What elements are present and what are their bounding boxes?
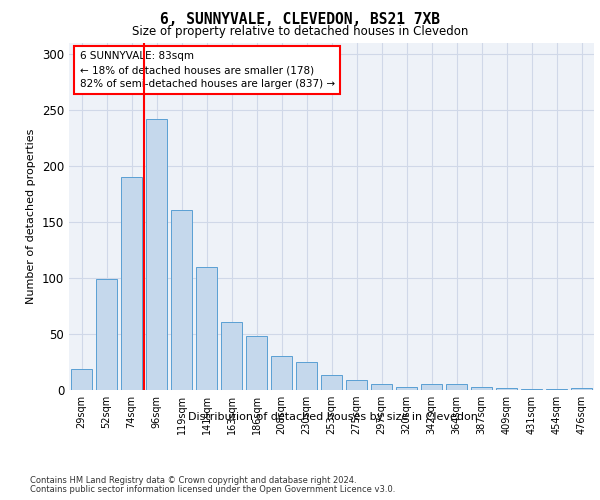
Bar <box>171 210 192 390</box>
Bar <box>446 384 467 390</box>
Bar <box>221 322 242 390</box>
Bar <box>146 118 167 390</box>
Bar <box>246 336 267 390</box>
Bar <box>421 384 442 390</box>
Bar <box>471 386 492 390</box>
Bar <box>371 384 392 390</box>
Bar <box>346 380 367 390</box>
Bar <box>296 362 317 390</box>
Text: Size of property relative to detached houses in Clevedon: Size of property relative to detached ho… <box>132 25 468 38</box>
Bar <box>521 389 542 390</box>
Bar <box>121 177 142 390</box>
Bar <box>271 356 292 390</box>
Bar <box>571 388 592 390</box>
Bar <box>496 388 517 390</box>
Bar <box>71 368 92 390</box>
Bar <box>196 266 217 390</box>
Text: Contains public sector information licensed under the Open Government Licence v3: Contains public sector information licen… <box>30 485 395 494</box>
Text: Contains HM Land Registry data © Crown copyright and database right 2024.: Contains HM Land Registry data © Crown c… <box>30 476 356 485</box>
Bar <box>546 389 567 390</box>
Bar <box>321 376 342 390</box>
Y-axis label: Number of detached properties: Number of detached properties <box>26 128 37 304</box>
Text: Distribution of detached houses by size in Clevedon: Distribution of detached houses by size … <box>188 412 478 422</box>
Text: 6 SUNNYVALE: 83sqm
← 18% of detached houses are smaller (178)
82% of semi-detach: 6 SUNNYVALE: 83sqm ← 18% of detached hou… <box>79 51 335 89</box>
Bar <box>396 386 417 390</box>
Bar <box>96 279 117 390</box>
Text: 6, SUNNYVALE, CLEVEDON, BS21 7XB: 6, SUNNYVALE, CLEVEDON, BS21 7XB <box>160 12 440 28</box>
